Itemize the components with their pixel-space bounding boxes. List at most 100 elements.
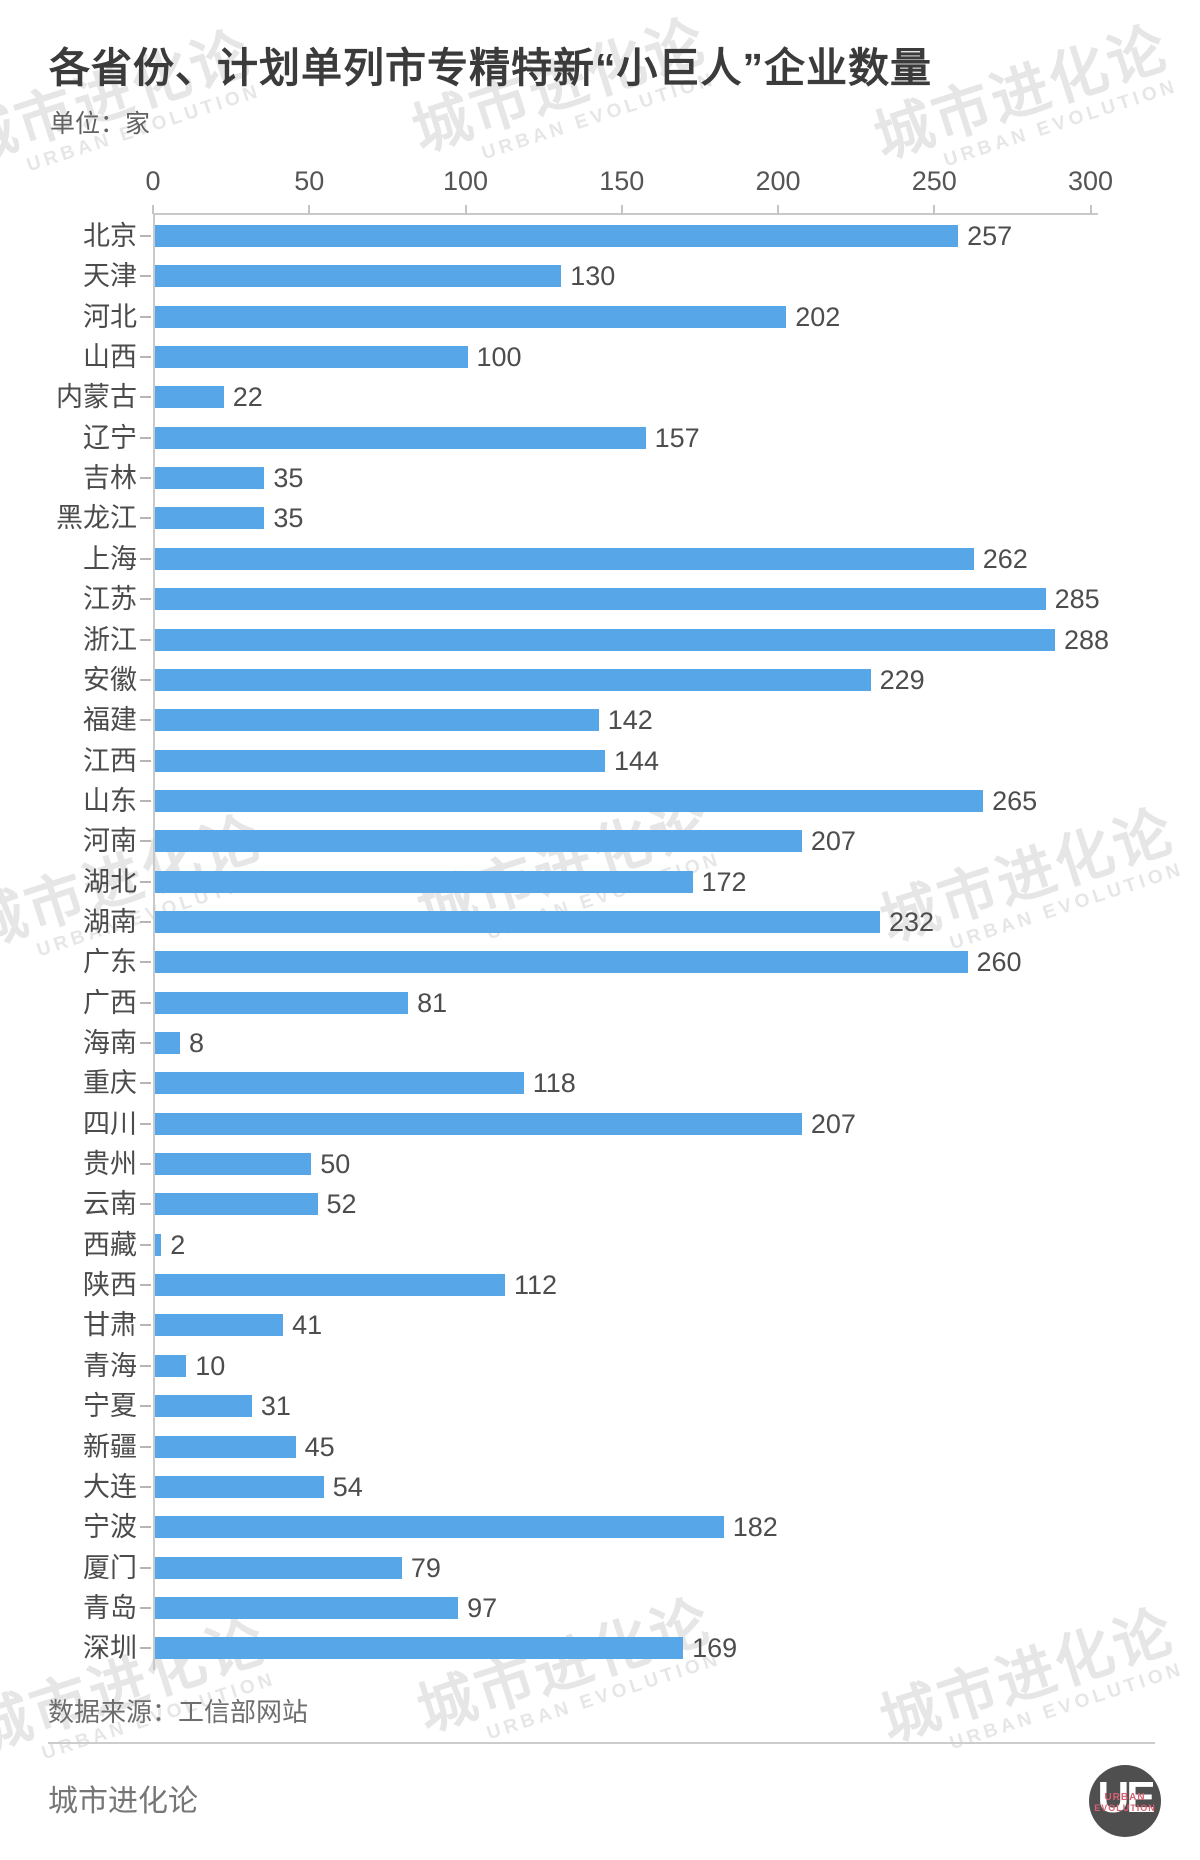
category-label: 青岛 <box>83 1592 137 1623</box>
category-label: 山西 <box>83 342 137 373</box>
value-label: 31 <box>260 1391 291 1422</box>
value-label: 100 <box>476 342 522 373</box>
bar <box>155 426 646 449</box>
bar <box>155 225 959 247</box>
logo-urban-text: URBAN <box>1104 1792 1146 1803</box>
category-label: 浙江 <box>83 624 137 655</box>
bar <box>155 709 599 732</box>
category-label: 湖北 <box>83 866 137 897</box>
bar <box>155 1314 284 1337</box>
x-tick-label: 0 <box>145 166 161 196</box>
value-label: 157 <box>654 422 700 453</box>
category-tick <box>140 1324 151 1327</box>
value-label: 182 <box>732 1512 778 1543</box>
bar <box>155 628 1055 651</box>
value-label: 142 <box>607 705 653 736</box>
value-label: 10 <box>195 1350 226 1381</box>
category-label: 宁夏 <box>83 1391 137 1422</box>
category-tick <box>140 1122 151 1125</box>
category-tick <box>140 1606 151 1609</box>
category-tick <box>140 1163 151 1166</box>
bar <box>155 305 787 328</box>
category-label: 青海 <box>83 1350 137 1381</box>
category-label: 四川 <box>83 1108 137 1139</box>
value-label: 144 <box>614 745 660 776</box>
bar <box>155 1435 296 1458</box>
bar <box>155 910 880 933</box>
bar <box>155 870 693 893</box>
bar <box>155 346 468 369</box>
category-tick <box>140 517 151 520</box>
footer-divider <box>48 1742 1155 1744</box>
x-tick-mark <box>777 205 779 214</box>
value-label: 22 <box>232 382 263 413</box>
category-tick <box>140 1566 151 1569</box>
category-tick <box>140 436 151 439</box>
value-label: 260 <box>976 947 1022 978</box>
value-label: 172 <box>701 866 747 897</box>
category-tick <box>140 638 151 641</box>
category-label: 江苏 <box>83 584 137 615</box>
unit-label: 单位：家 <box>50 110 151 138</box>
category-tick <box>140 275 151 278</box>
bar <box>155 1596 459 1619</box>
category-tick <box>140 961 151 964</box>
value-label: 2 <box>170 1229 186 1260</box>
category-tick <box>140 1405 151 1408</box>
x-tick-mark <box>464 205 467 214</box>
value-label: 79 <box>410 1552 441 1583</box>
category-tick <box>140 315 151 318</box>
category-label: 辽宁 <box>83 422 137 453</box>
value-label: 35 <box>273 463 304 494</box>
bar <box>155 830 802 853</box>
value-label: 202 <box>795 301 841 332</box>
category-tick <box>140 840 151 843</box>
category-tick <box>140 719 151 722</box>
bar <box>155 588 1046 611</box>
bar <box>155 386 224 409</box>
category-label: 厦门 <box>83 1552 137 1583</box>
category-tick <box>140 1364 151 1367</box>
category-tick <box>140 678 151 681</box>
category-label: 甘肃 <box>83 1310 137 1341</box>
category-label: 新疆 <box>83 1431 137 1462</box>
x-tick-mark <box>933 205 936 214</box>
bar <box>155 467 265 490</box>
x-axis-line <box>153 213 1098 215</box>
brand-name: 城市进化论 <box>48 1785 198 1818</box>
category-label: 云南 <box>83 1189 137 1220</box>
logo-monogram: UE <box>1097 1773 1155 1822</box>
x-tick-label: 150 <box>599 166 645 196</box>
bar <box>155 789 984 812</box>
y-axis-line <box>153 213 155 1670</box>
category-tick <box>140 598 151 601</box>
category-label: 吉林 <box>83 463 137 494</box>
category-tick <box>140 799 151 802</box>
chart-title: 各省份、计划单列市专精特新“小巨人”企业数量 <box>49 45 932 91</box>
bar <box>155 951 968 974</box>
category-tick <box>140 477 151 480</box>
category-label: 贵州 <box>83 1149 137 1180</box>
x-tick-mark <box>308 205 311 214</box>
x-tick-mark <box>620 205 623 214</box>
category-label: 宁波 <box>83 1512 137 1543</box>
value-label: 8 <box>189 1028 205 1058</box>
bar <box>155 749 605 772</box>
category-label: 广西 <box>83 987 137 1018</box>
brand-logo: UE URBAN EVOLUTION <box>1089 1765 1161 1837</box>
category-label: 陕西 <box>83 1270 137 1301</box>
bar <box>155 1072 524 1095</box>
bar <box>155 547 974 570</box>
logo-evolution-text: EVOLUTION <box>1094 1803 1156 1813</box>
category-tick <box>140 235 151 237</box>
category-tick <box>140 1647 151 1650</box>
value-label: 262 <box>982 543 1028 574</box>
category-label: 河北 <box>83 301 137 332</box>
value-label: 169 <box>692 1633 738 1664</box>
category-tick <box>140 1082 151 1085</box>
value-label: 45 <box>304 1431 335 1462</box>
category-tick <box>140 880 151 883</box>
category-label: 上海 <box>83 543 137 574</box>
